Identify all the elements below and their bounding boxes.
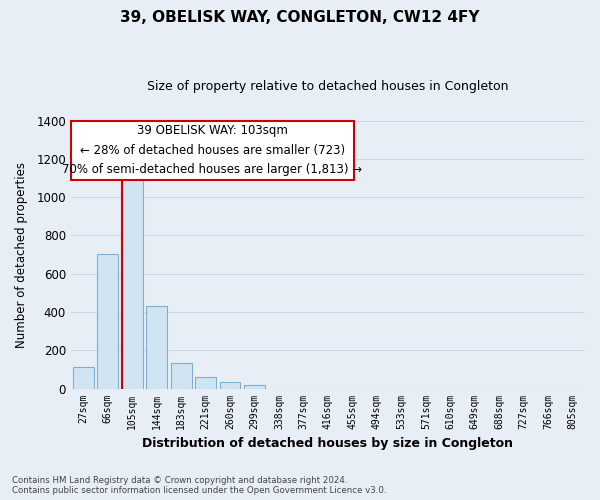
Bar: [195, 378, 216, 388]
X-axis label: Distribution of detached houses by size in Congleton: Distribution of detached houses by size …: [142, 437, 514, 450]
Bar: [220, 382, 241, 388]
Text: Contains HM Land Registry data © Crown copyright and database right 2024.
Contai: Contains HM Land Registry data © Crown c…: [12, 476, 386, 495]
Bar: [170, 362, 191, 388]
Bar: [73, 368, 94, 388]
Y-axis label: Number of detached properties: Number of detached properties: [15, 162, 28, 348]
Text: ← 28% of detached houses are smaller (723): ← 28% of detached houses are smaller (72…: [80, 144, 345, 156]
Bar: [122, 175, 143, 388]
Bar: [97, 254, 118, 388]
Text: 39, OBELISK WAY, CONGLETON, CW12 4FY: 39, OBELISK WAY, CONGLETON, CW12 4FY: [120, 10, 480, 25]
Title: Size of property relative to detached houses in Congleton: Size of property relative to detached ho…: [147, 80, 509, 93]
Bar: [146, 306, 167, 388]
FancyBboxPatch shape: [71, 120, 353, 180]
Text: 39 OBELISK WAY: 103sqm: 39 OBELISK WAY: 103sqm: [137, 124, 288, 137]
Text: 70% of semi-detached houses are larger (1,813) →: 70% of semi-detached houses are larger (…: [62, 163, 362, 176]
Bar: [244, 385, 265, 388]
